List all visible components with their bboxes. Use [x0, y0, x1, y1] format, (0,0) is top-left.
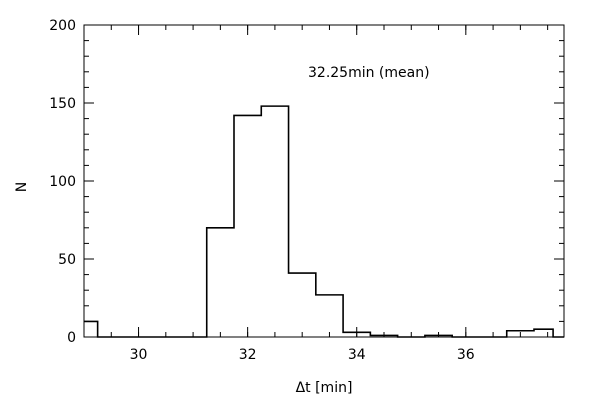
mean-annotation: 32.25min (mean) [308, 65, 430, 81]
x-tick-label: 36 [457, 347, 475, 363]
y-tick-label: 150 [49, 96, 76, 112]
y-tick-label: 100 [49, 174, 76, 190]
tick-labels: 30 32 34 36 0 50 100 150 200 [49, 18, 475, 363]
y-tick-label: 50 [58, 252, 76, 268]
axis-ticks [83, 24, 564, 338]
x-tick-label: 30 [130, 347, 148, 363]
x-tick-label: 34 [348, 347, 366, 363]
histogram-step-line [84, 105, 564, 338]
x-axis-label: Δt [min] [296, 380, 353, 396]
x-tick-label: 32 [239, 347, 257, 363]
y-tick-label: 0 [67, 330, 76, 346]
y-axis-label: N [14, 182, 30, 192]
y-tick-label: 200 [49, 18, 76, 34]
